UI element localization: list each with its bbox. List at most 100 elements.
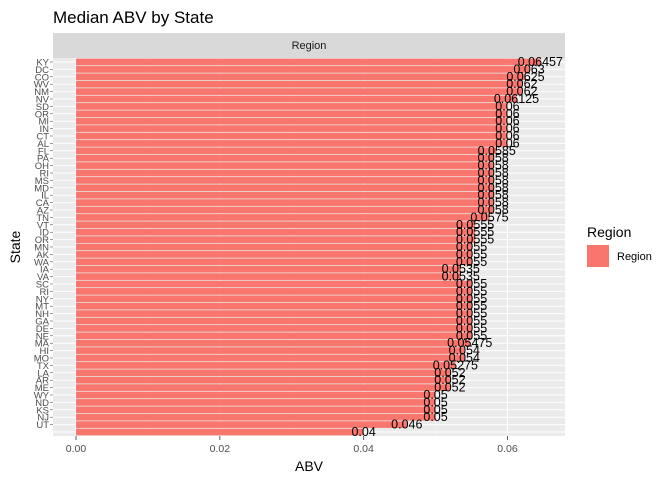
y-tick-label: CA bbox=[36, 198, 50, 209]
data-label: 0.052 bbox=[434, 366, 465, 380]
bar bbox=[76, 95, 517, 103]
data-label: 0.0575 bbox=[470, 210, 508, 224]
data-label: 0.054 bbox=[449, 351, 480, 365]
data-label: 0.05275 bbox=[433, 358, 478, 372]
bar bbox=[76, 191, 494, 199]
y-tick-label: SC bbox=[36, 280, 49, 291]
y-tick-label: KS bbox=[36, 405, 49, 416]
y-tick-label: NE bbox=[36, 331, 49, 342]
data-label: 0.06 bbox=[495, 114, 519, 128]
bar bbox=[76, 243, 472, 251]
y-tick-label: SD bbox=[36, 102, 49, 113]
data-label: 0.04 bbox=[351, 425, 375, 439]
y-tick-label: AR bbox=[36, 376, 49, 387]
data-label: 0.055 bbox=[456, 299, 487, 313]
bar bbox=[76, 140, 508, 147]
data-label: 0.055 bbox=[456, 277, 487, 291]
y-tick-label: WA bbox=[34, 257, 50, 268]
y-tick-label: WY bbox=[34, 391, 50, 402]
bar bbox=[76, 302, 472, 310]
legend-swatch bbox=[587, 245, 609, 267]
data-label: 0.062 bbox=[506, 77, 537, 91]
data-label: 0.063 bbox=[513, 62, 544, 76]
bar bbox=[76, 376, 450, 384]
bar bbox=[76, 169, 494, 177]
data-label: 0.05 bbox=[423, 388, 447, 402]
bar bbox=[76, 73, 526, 81]
y-tick-label: NM bbox=[34, 87, 49, 98]
bar bbox=[76, 110, 508, 118]
data-label: 0.05 bbox=[423, 395, 447, 409]
legend-label: Region bbox=[617, 251, 652, 263]
bars bbox=[76, 58, 541, 436]
y-tick-label: TX bbox=[37, 361, 50, 372]
bar bbox=[76, 428, 364, 436]
bar bbox=[76, 332, 472, 340]
bar bbox=[76, 369, 450, 377]
data-label: 0.055 bbox=[456, 321, 487, 335]
y-tick-label: GA bbox=[35, 317, 49, 328]
bar bbox=[76, 199, 494, 206]
y-axis-tick-labels: KYDCCOWVNMNVSDORMIINCTALFLPAOHRIMSMDILCA… bbox=[34, 58, 53, 431]
bar bbox=[76, 339, 470, 347]
bar bbox=[76, 317, 472, 325]
y-tick-label: AK bbox=[36, 250, 49, 261]
bar bbox=[76, 384, 450, 391]
data-label: 0.05475 bbox=[447, 336, 492, 350]
bar bbox=[76, 310, 472, 317]
x-tick-label: 0.06 bbox=[497, 443, 518, 455]
y-tick-label: OR bbox=[35, 109, 49, 120]
bar bbox=[76, 177, 494, 184]
bar bbox=[76, 347, 465, 354]
data-label: 0.0625 bbox=[506, 70, 544, 84]
y-tick-label: RI bbox=[40, 287, 50, 298]
data-label: 0.06 bbox=[495, 136, 519, 150]
x-axis-ticks: 0.00 0.02 0.04 0.06 bbox=[66, 436, 518, 455]
y-tick-label: OH bbox=[35, 161, 49, 172]
y-tick-label: TN bbox=[36, 213, 49, 224]
y-tick-label: DE bbox=[36, 324, 49, 335]
data-label: 0.058 bbox=[477, 151, 508, 165]
bar bbox=[76, 258, 472, 266]
y-tick-label: LA bbox=[37, 368, 49, 379]
bar bbox=[76, 273, 461, 280]
y-tick-label: HI bbox=[40, 346, 50, 357]
y-tick-label: MT bbox=[35, 302, 49, 313]
bar bbox=[76, 154, 494, 162]
data-label: 0.0535 bbox=[442, 262, 480, 276]
data-label: 0.058 bbox=[477, 159, 508, 173]
data-label: 0.0555 bbox=[456, 225, 494, 239]
data-label: 0.05 bbox=[423, 410, 447, 424]
data-label: 0.058 bbox=[477, 203, 508, 217]
data-label: 0.06 bbox=[495, 99, 519, 113]
y-tick-label: NH bbox=[35, 309, 49, 320]
bar bbox=[76, 228, 476, 236]
y-tick-label: RI bbox=[40, 169, 50, 180]
bar bbox=[76, 132, 508, 140]
bar bbox=[76, 280, 472, 288]
y-tick-label: AZ bbox=[37, 206, 49, 217]
y-tick-label: OR bbox=[35, 235, 49, 246]
data-label: 0.055 bbox=[456, 292, 487, 306]
data-label: 0.06 bbox=[495, 129, 519, 143]
data-label: 0.055 bbox=[456, 247, 487, 261]
chart-title: Median ABV by State bbox=[53, 8, 214, 27]
data-label: 0.055 bbox=[456, 307, 487, 321]
x-tick-label: 0.04 bbox=[353, 443, 374, 455]
data-label: 0.06 bbox=[495, 107, 519, 121]
data-label: 0.058 bbox=[477, 173, 508, 187]
bar bbox=[76, 88, 522, 95]
data-label: 0.058 bbox=[477, 188, 508, 202]
data-label: 0.046 bbox=[391, 418, 422, 432]
y-tick-label: FL bbox=[38, 146, 49, 157]
y-tick-label: NJ bbox=[37, 413, 49, 424]
y-tick-label: UT bbox=[36, 420, 49, 431]
bar bbox=[76, 413, 436, 421]
y-tick-label: NY bbox=[36, 294, 50, 305]
bar bbox=[76, 66, 530, 73]
data-label: 0.062 bbox=[506, 85, 537, 99]
bar bbox=[76, 354, 465, 362]
legend-title: Region bbox=[587, 224, 631, 240]
data-label: 0.055 bbox=[456, 255, 487, 269]
bar bbox=[76, 236, 476, 243]
